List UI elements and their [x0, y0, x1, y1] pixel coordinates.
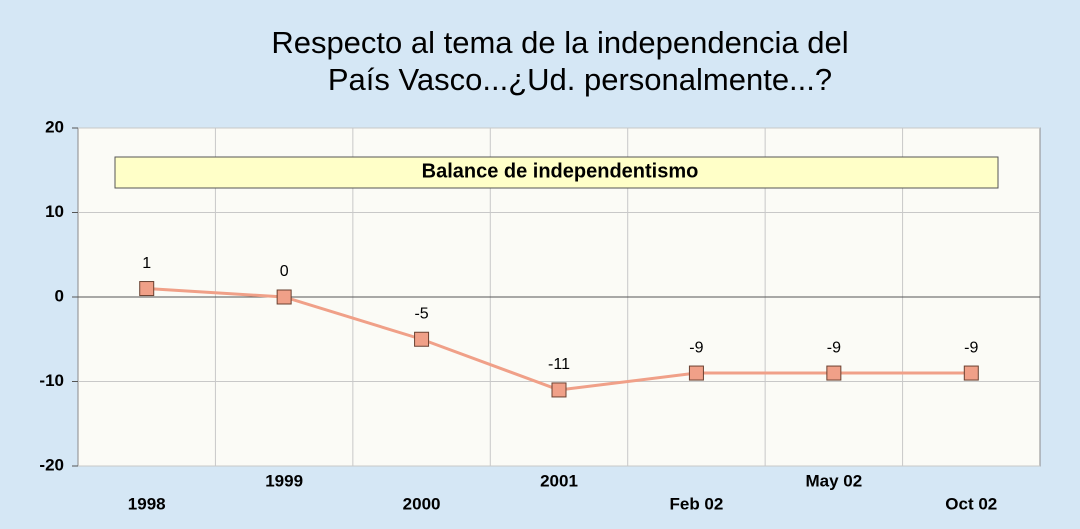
y-tick-label: -10 — [39, 371, 64, 390]
data-label: -5 — [414, 305, 428, 322]
chart-title: País Vasco...¿Ud. personalmente...? — [328, 62, 832, 97]
chart-title: Respecto al tema de la independencia del — [271, 25, 848, 60]
marker — [139, 281, 155, 297]
data-label: -9 — [827, 339, 841, 356]
x-tick-label: 2000 — [403, 494, 441, 513]
x-tick-label: Feb 02 — [669, 494, 723, 513]
data-label: -11 — [548, 356, 570, 373]
marker — [826, 365, 842, 381]
annotation: Balance de independentismo — [422, 160, 699, 182]
y-tick-label: 20 — [45, 117, 64, 136]
data-label: 1 — [142, 255, 151, 272]
annotation-box — [114, 156, 999, 189]
marker — [551, 382, 567, 398]
marker — [963, 365, 979, 381]
y-tick-label: 10 — [45, 202, 64, 221]
x-tick-label: Oct 02 — [945, 494, 997, 513]
marker — [688, 365, 704, 381]
x-tick-label: May 02 — [806, 471, 863, 490]
data-label: -9 — [689, 339, 703, 356]
x-tick-label: 1998 — [128, 494, 166, 513]
marker — [414, 331, 430, 347]
data-label: 0 — [280, 263, 289, 280]
data-label: -9 — [964, 339, 978, 356]
x-tick-label: 1999 — [265, 471, 303, 490]
y-tick-label: 0 — [55, 286, 64, 305]
x-tick-label: 2001 — [540, 471, 578, 490]
marker — [276, 289, 292, 305]
y-tick-label: -20 — [39, 455, 64, 474]
